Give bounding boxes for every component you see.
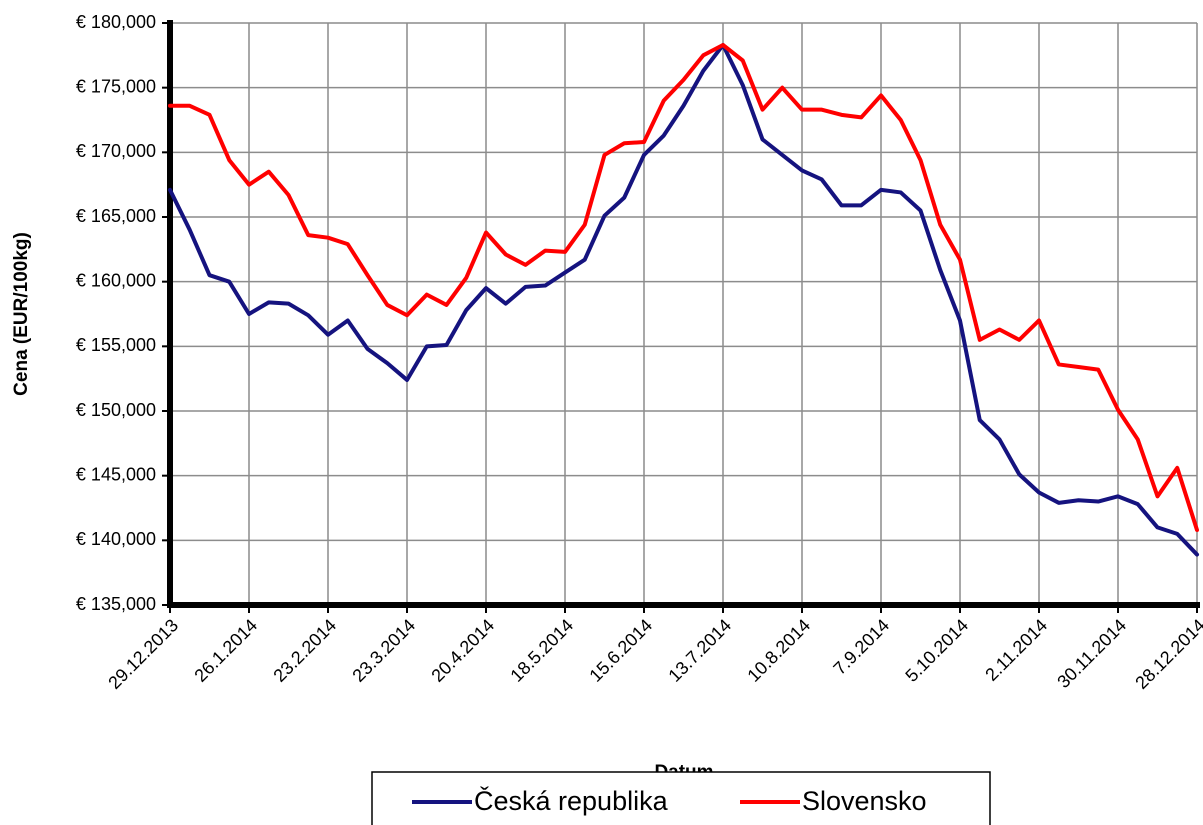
y-tick-label: € 180,000 <box>76 12 156 32</box>
x-tick-label: 26.1.2014 <box>190 615 261 686</box>
x-tick-label: 23.2.2014 <box>269 615 340 686</box>
legend-label: Česká republika <box>474 785 669 816</box>
x-tick-label: 10.8.2014 <box>743 615 814 686</box>
y-tick-label: € 140,000 <box>76 529 156 549</box>
y-tick-label: € 150,000 <box>76 400 156 420</box>
x-tick-label: 5.10.2014 <box>901 615 972 686</box>
x-tick-label: 20.4.2014 <box>427 615 498 686</box>
x-tick-label: 13.7.2014 <box>664 615 735 686</box>
y-tick-label: € 155,000 <box>76 335 156 355</box>
y-axis-title: Cena (EUR/100kg) <box>11 232 32 396</box>
legend-label: Slovensko <box>802 786 927 816</box>
legend: Česká republika Slovensko <box>371 771 991 825</box>
data-line <box>168 42 1199 532</box>
y-tick-label: € 175,000 <box>76 76 156 96</box>
data-line <box>168 42 1199 557</box>
x-tick-label: 7.9.2014 <box>829 615 893 679</box>
x-tick-label: 18.5.2014 <box>506 615 577 686</box>
x-tick-label: 2.11.2014 <box>981 615 1051 685</box>
x-tick-label: 15.6.2014 <box>585 615 656 686</box>
legend-box <box>371 771 991 825</box>
x-tick-label: 29.12.2013 <box>104 615 182 693</box>
y-tick-label: € 170,000 <box>76 141 156 161</box>
y-tick-label: € 160,000 <box>76 270 156 290</box>
y-tick-label: € 165,000 <box>76 206 156 226</box>
y-tick-label: € 145,000 <box>76 464 156 484</box>
x-tick-label: 28.12.2014 <box>1131 615 1203 693</box>
x-tick-label: 23.3.2014 <box>348 615 419 686</box>
y-tick-label: € 135,000 <box>76 594 156 614</box>
x-tick-label: 30.11.2014 <box>1053 615 1130 692</box>
